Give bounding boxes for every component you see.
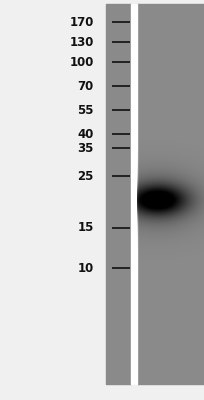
Text: 15: 15 bbox=[78, 222, 94, 234]
Text: 40: 40 bbox=[78, 128, 94, 140]
Text: 100: 100 bbox=[70, 56, 94, 68]
Text: 170: 170 bbox=[70, 16, 94, 28]
Text: 35: 35 bbox=[78, 142, 94, 154]
Text: 10: 10 bbox=[78, 262, 94, 274]
Text: 25: 25 bbox=[78, 170, 94, 182]
Text: 55: 55 bbox=[77, 104, 94, 116]
Text: 130: 130 bbox=[70, 36, 94, 48]
Text: 70: 70 bbox=[78, 80, 94, 92]
